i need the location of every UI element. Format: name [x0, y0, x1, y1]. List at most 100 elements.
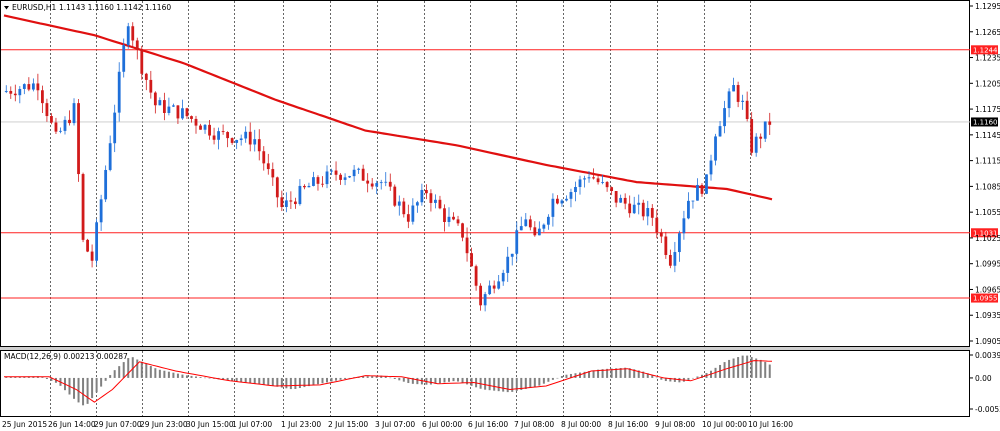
bear-candle — [406, 214, 410, 222]
bear-candle — [470, 253, 473, 267]
macd-histogram-bar — [438, 377, 441, 384]
bear-candle — [668, 254, 672, 266]
macd-histogram-bar — [723, 362, 726, 378]
level-price-box — [971, 228, 998, 238]
macd-histogram-bar — [113, 370, 116, 378]
bear-candle — [149, 79, 153, 93]
bull-candle — [551, 198, 555, 217]
macd-histogram-bar — [447, 377, 450, 382]
bear-candle — [659, 232, 663, 237]
macd-histogram-bar — [158, 369, 161, 378]
bear-candle — [768, 121, 772, 125]
bear-candle — [135, 40, 139, 50]
macd-histogram-bar — [484, 377, 487, 390]
macd-histogram-bar — [655, 377, 658, 379]
macd-histogram-bar — [95, 377, 98, 393]
macd-histogram-bar — [348, 377, 351, 379]
macd-histogram-bar — [312, 377, 315, 386]
bull-candle — [537, 228, 541, 236]
y-tick-label: 1.0905 — [975, 337, 1000, 346]
bear-candle — [533, 227, 537, 236]
x-tick-label: 6 Jul 00:00 — [422, 420, 462, 429]
bear-candle — [528, 219, 532, 228]
macd-histogram-bar — [330, 377, 333, 382]
bull-candle — [524, 219, 528, 227]
bear-candle — [162, 100, 166, 113]
main-plot-frame — [0, 0, 970, 347]
macd-histogram-bar — [619, 367, 622, 378]
macd-histogram-bar — [280, 377, 283, 388]
macd-histogram-bar — [366, 376, 369, 378]
macd-histogram-bar — [452, 377, 455, 382]
y-tick-label: 1.0995 — [975, 260, 1000, 269]
macd-histogram-bar — [285, 377, 288, 389]
bull-candle — [113, 112, 117, 144]
bear-candle — [759, 136, 763, 139]
macd-histogram-bar — [45, 377, 48, 380]
bear-candle — [275, 177, 279, 198]
macd-histogram-bar — [461, 377, 464, 383]
bull-candle — [619, 197, 623, 203]
bear-candle — [492, 285, 496, 289]
bull-candle — [723, 108, 726, 127]
bull-candle — [375, 183, 379, 187]
macd-histogram-bar — [362, 376, 365, 378]
macd-histogram-bar — [303, 377, 306, 388]
x-tick-label: 1 Jul 23:00 — [281, 420, 321, 429]
bull-candle — [447, 216, 451, 222]
macd-histogram-bar — [515, 377, 518, 391]
bear-candle — [153, 92, 157, 106]
macd-histogram-bar — [542, 377, 545, 384]
macd-histogram-bar — [226, 377, 229, 381]
macd-indicator — [4, 355, 773, 406]
bear-candle — [131, 26, 135, 41]
macd-histogram-bar — [375, 375, 378, 378]
macd-histogram-bar — [82, 377, 85, 406]
current-price-label: 1.1160 — [973, 118, 998, 126]
macd-histogram-bar — [457, 377, 460, 382]
bear-candle — [402, 201, 406, 215]
y-tick-label: 1.1115 — [975, 157, 1000, 166]
level-price-label: 1.0955 — [973, 295, 998, 303]
macd-histogram-bar — [298, 377, 301, 389]
bear-candle — [461, 223, 464, 238]
macd-histogram-bar — [764, 361, 767, 378]
macd-histogram-bar — [651, 375, 654, 378]
y-tick-label: 1.0965 — [975, 285, 1000, 294]
bear-candle — [641, 202, 645, 217]
macd-histogram-bar — [696, 376, 699, 378]
x-tick-label: 8 Jul 16:00 — [608, 420, 648, 429]
bear-candle — [190, 116, 193, 119]
bear-candle — [316, 177, 320, 184]
macd-histogram-bar — [588, 371, 591, 378]
bull-candle — [434, 199, 437, 203]
macd-histogram-bar — [195, 376, 197, 378]
macd-histogram-bar — [669, 377, 672, 382]
macd-histogram-bar — [768, 364, 771, 378]
macd-histogram-bar — [136, 359, 139, 378]
bull-candle — [714, 136, 717, 161]
macd-histogram-bar — [335, 377, 338, 381]
macd-histogram-bar — [511, 377, 514, 392]
bull-candle — [546, 216, 550, 225]
macd-histogram-bar — [646, 373, 649, 378]
bull-candle — [158, 100, 162, 106]
macd-histogram-bar — [131, 357, 134, 378]
bull-candle — [59, 130, 62, 132]
y-tick-label: 1.1055 — [975, 208, 1000, 217]
macd-histogram-bar — [240, 377, 243, 383]
chart-menu-triangle-icon[interactable] — [4, 6, 9, 10]
macd-histogram-bar — [524, 377, 527, 389]
bear-candle — [303, 185, 306, 188]
bull-candle — [325, 171, 329, 185]
macd-histogram-bar — [687, 377, 690, 380]
bear-candle — [230, 138, 234, 143]
level-price-label: 1.1244 — [973, 46, 998, 54]
macd-histogram-bar — [637, 370, 640, 378]
bear-candle — [736, 85, 740, 102]
x-tick-label: 3 Jul 07:00 — [375, 420, 415, 429]
macd-histogram-bar — [172, 372, 175, 378]
bear-candle — [68, 119, 71, 124]
vertical-gridlines — [50, 1, 751, 416]
